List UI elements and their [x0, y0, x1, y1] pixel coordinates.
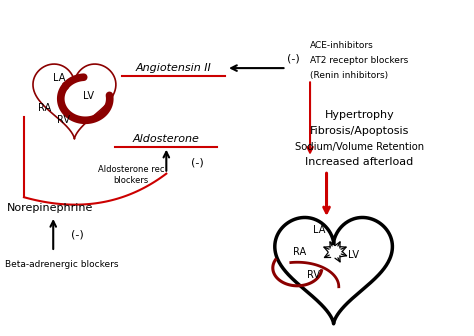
Text: (-): (-) — [72, 230, 84, 240]
Text: Angiotensin II: Angiotensin II — [136, 63, 211, 73]
Text: ACE-inhibitors: ACE-inhibitors — [310, 41, 374, 50]
Text: Fibrosis/Apoptosis: Fibrosis/Apoptosis — [310, 126, 409, 136]
Text: Beta-adrenergic blockers: Beta-adrenergic blockers — [5, 260, 118, 269]
Text: LV: LV — [348, 250, 359, 260]
Text: LV: LV — [83, 91, 94, 101]
Text: Aldosterone: Aldosterone — [133, 134, 200, 144]
Text: LA: LA — [313, 225, 326, 235]
Text: Norepinephrine: Norepinephrine — [7, 203, 93, 213]
Text: (-): (-) — [191, 157, 203, 167]
Text: Hypertrophy: Hypertrophy — [325, 110, 394, 120]
Text: RA: RA — [292, 247, 306, 257]
Text: (-): (-) — [287, 54, 300, 64]
Text: Sodium/Volume Retention: Sodium/Volume Retention — [295, 142, 424, 152]
Text: LA: LA — [53, 73, 65, 83]
Text: RA: RA — [38, 103, 51, 113]
Text: AT2 receptor blockers: AT2 receptor blockers — [310, 56, 408, 65]
Text: RV: RV — [57, 115, 70, 125]
Text: RV: RV — [307, 270, 320, 281]
Text: Aldosterone rec
blockers: Aldosterone rec blockers — [98, 165, 164, 185]
Text: (Renin inhibitors): (Renin inhibitors) — [310, 71, 388, 80]
Text: Increased afterload: Increased afterload — [305, 157, 414, 167]
